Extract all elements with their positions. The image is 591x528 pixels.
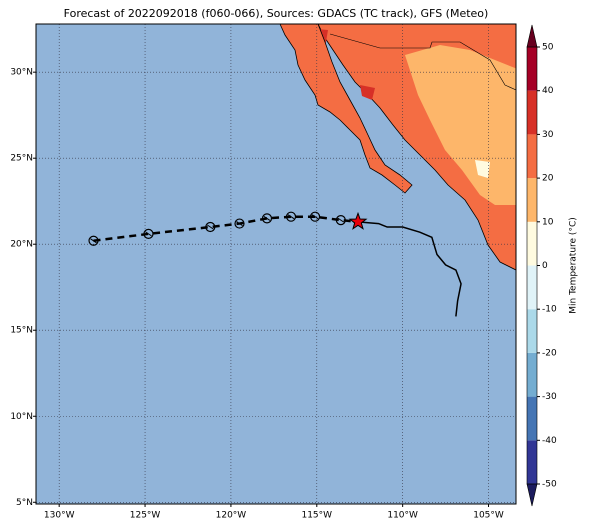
x-tick-label: 105°W bbox=[473, 511, 504, 521]
x-tick-label: 115°W bbox=[301, 511, 332, 521]
track-point bbox=[205, 221, 216, 233]
x-tick-label: 125°W bbox=[130, 511, 161, 521]
colorbar-bin bbox=[527, 396, 537, 441]
x-tick-label: 130°W bbox=[44, 511, 75, 521]
tracks bbox=[88, 211, 462, 317]
track-point-tick bbox=[236, 221, 243, 226]
peninsula bbox=[279, 24, 413, 194]
track-point bbox=[143, 228, 154, 239]
track-point-tick bbox=[337, 217, 345, 223]
track-point-tick bbox=[145, 231, 152, 237]
colorbar-bin bbox=[527, 178, 537, 222]
track-point-tick bbox=[287, 214, 295, 220]
x-tick-label: 120°W bbox=[216, 511, 247, 521]
border bbox=[329, 33, 516, 91]
colorbar-bin bbox=[527, 221, 537, 266]
colorbar-bin bbox=[527, 265, 537, 310]
colorbar-label: Min Temperature (°C) bbox=[569, 217, 579, 314]
colorbar-under bbox=[526, 483, 538, 507]
track-point bbox=[88, 235, 99, 246]
y-tick-label: 25°N bbox=[10, 154, 33, 164]
colorbar-bin bbox=[527, 47, 537, 91]
colorbar-bin bbox=[527, 90, 537, 135]
colorbar-tick-label: 20 bbox=[542, 174, 554, 184]
colorbar-tick-label: 50 bbox=[542, 43, 554, 53]
map-title: Forecast of 2022092018 (f060-066), Sourc… bbox=[64, 7, 489, 20]
track-point-tick bbox=[311, 214, 319, 220]
colorbar-tick-label: -50 bbox=[542, 480, 557, 490]
y-tick-label: 5°N bbox=[16, 498, 33, 508]
track-point bbox=[261, 213, 273, 224]
colorbar-tick-label: 0 bbox=[542, 261, 548, 271]
current-position bbox=[348, 211, 368, 230]
warm-patch bbox=[360, 85, 375, 100]
track-point bbox=[335, 215, 346, 226]
colorbar-bin bbox=[527, 309, 537, 353]
colorbar-tick-label: -10 bbox=[542, 305, 557, 315]
colorbar: -50 -40 -30 -20 -10 0 10 20 30 40 50 Min Temperatur… bbox=[526, 24, 579, 507]
y-tick-label: 20°N bbox=[10, 240, 33, 250]
y-tick-label: 30°N bbox=[10, 68, 33, 78]
x-tick-label: 110°W bbox=[387, 511, 418, 521]
track-point bbox=[285, 211, 297, 222]
forecast-track-line bbox=[357, 221, 462, 317]
cool-patch bbox=[475, 160, 490, 178]
y-tick-label: 10°N bbox=[10, 412, 33, 422]
map-frame bbox=[35, 23, 517, 505]
track-point bbox=[309, 211, 321, 222]
track-point-tick bbox=[207, 224, 214, 230]
colorbar-tick-label: 40 bbox=[542, 86, 554, 96]
track-point-tick bbox=[263, 215, 271, 221]
colorbar-tick-label: -30 bbox=[542, 392, 557, 402]
colorbar-tick-label: -20 bbox=[542, 348, 557, 358]
colorbar-bin bbox=[527, 352, 537, 397]
colorbar-tick-label: 30 bbox=[542, 130, 554, 140]
colorbar-over bbox=[526, 24, 538, 48]
track-point-tick bbox=[90, 238, 97, 244]
y-tick-label: 15°N bbox=[10, 326, 33, 336]
track-point bbox=[234, 218, 245, 229]
colorbar-bin bbox=[527, 134, 537, 179]
colorbar-tick-label: -40 bbox=[542, 436, 557, 446]
colorbar-bin bbox=[527, 440, 537, 484]
colorbar-tick-label: 10 bbox=[542, 217, 554, 227]
